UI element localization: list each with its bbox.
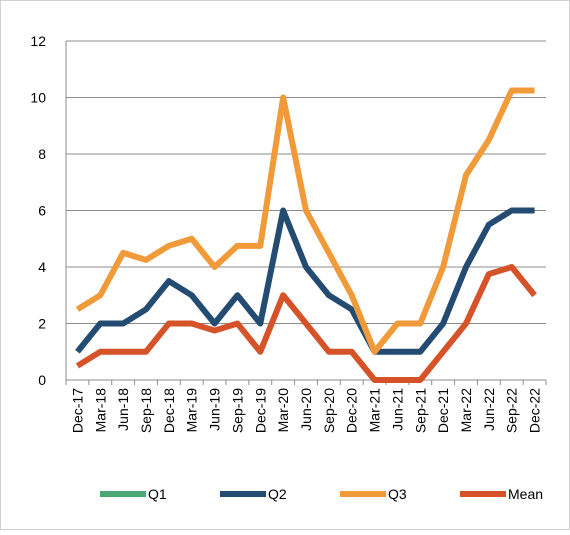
x-tick-label: Jun-22 bbox=[481, 388, 497, 431]
x-tick-label: Jun-20 bbox=[298, 388, 314, 431]
x-tick-label: Dec-18 bbox=[161, 388, 177, 433]
x-tick-label: Dec-21 bbox=[435, 388, 451, 433]
legend-label: Q2 bbox=[268, 486, 287, 502]
x-tick-label: Jun-18 bbox=[115, 388, 131, 431]
x-tick-label: Dec-22 bbox=[527, 388, 543, 433]
legend-label: Q1 bbox=[148, 486, 167, 502]
y-tick-label: 8 bbox=[38, 146, 46, 162]
x-tick-label: Jun-21 bbox=[389, 388, 405, 431]
x-tick-label: Mar-18 bbox=[92, 388, 108, 433]
x-tick-label: Sep-20 bbox=[321, 388, 337, 433]
x-tick-label: Sep-19 bbox=[229, 388, 245, 433]
y-tick-label: 12 bbox=[30, 33, 46, 49]
x-tick-label: Mar-21 bbox=[367, 388, 383, 433]
x-tick-label: Sep-18 bbox=[138, 388, 154, 433]
y-tick-label: 4 bbox=[38, 259, 46, 275]
series-line bbox=[75, 87, 535, 355]
x-tick-label: Mar-20 bbox=[275, 388, 291, 433]
legend-label: Mean bbox=[508, 486, 543, 502]
series-line bbox=[75, 207, 535, 355]
y-tick-label: 0 bbox=[38, 372, 46, 388]
y-tick-label: 10 bbox=[30, 90, 46, 106]
x-tick-label: Mar-19 bbox=[184, 388, 200, 433]
x-tick-label: Dec-20 bbox=[344, 388, 360, 433]
x-tick-label: Dec-17 bbox=[69, 388, 85, 433]
x-tick-label: Jun-19 bbox=[207, 388, 223, 431]
x-tick-label: Sep-22 bbox=[504, 388, 520, 433]
y-tick-label: 2 bbox=[38, 316, 46, 332]
series-line bbox=[75, 264, 537, 383]
x-tick-label: Dec-19 bbox=[252, 388, 268, 433]
y-tick-label: 6 bbox=[38, 203, 46, 219]
legend-label: Q3 bbox=[388, 486, 407, 502]
x-tick-label: Mar-22 bbox=[458, 388, 474, 433]
x-tick-label: Sep-21 bbox=[412, 388, 428, 433]
